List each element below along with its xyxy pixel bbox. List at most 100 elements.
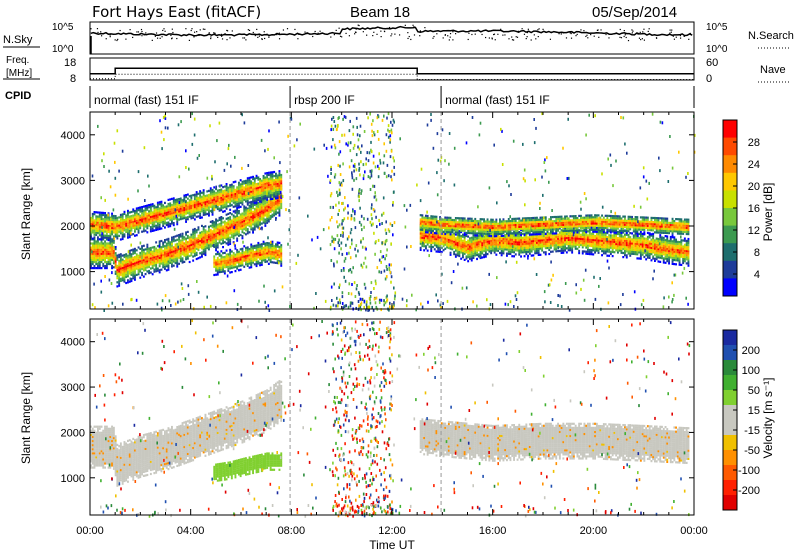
power-cell (209, 229, 212, 232)
power-cell (121, 279, 124, 282)
power-cell (618, 239, 621, 242)
power-cell (652, 245, 655, 248)
power-cell (278, 254, 281, 257)
power-cell (430, 227, 433, 230)
power-cell (499, 239, 501, 242)
power-cell (636, 247, 639, 250)
power-cell (230, 223, 233, 226)
power-cell (627, 235, 630, 239)
power-cell (581, 229, 584, 232)
power-cell (185, 233, 187, 236)
power-cell (197, 207, 200, 210)
power-cell (657, 254, 660, 257)
power-cell (567, 247, 570, 250)
power-cell (142, 248, 145, 251)
nsearch-dot (314, 30, 316, 33)
power-cell (190, 196, 193, 199)
power-cell (165, 211, 168, 214)
power-cell (527, 238, 529, 241)
power-cell (513, 230, 515, 233)
power-cell (142, 219, 145, 222)
power-cell (590, 244, 593, 248)
power-cell (250, 253, 253, 256)
power-cell (142, 265, 145, 268)
power-cell (167, 211, 170, 214)
power-cell (114, 272, 117, 275)
power-cell (132, 266, 135, 270)
power-cell (587, 240, 589, 243)
power-cell (611, 246, 614, 249)
power-cell (574, 245, 577, 248)
power-cell (167, 239, 170, 243)
power-cell (472, 252, 475, 255)
power-cell (594, 243, 596, 246)
nsearch-dot (358, 24, 360, 27)
power-cell (687, 258, 690, 261)
power-cell (134, 278, 136, 281)
power-cell (160, 213, 163, 216)
power-cell (213, 200, 216, 203)
power-cell (208, 193, 210, 197)
power-cell (659, 240, 662, 243)
power-cell (93, 236, 96, 239)
power-cell (192, 194, 195, 197)
power-cell (687, 262, 690, 265)
power-cell (442, 232, 445, 235)
power-cell (199, 198, 202, 201)
power-cell (442, 234, 445, 237)
power-cell (597, 233, 600, 236)
power-cell (179, 235, 182, 238)
power-cell (125, 220, 128, 223)
power-cell (280, 202, 283, 205)
power-cell (183, 204, 186, 207)
power-cell (146, 204, 149, 207)
power-cell (595, 249, 598, 252)
power-cell (167, 223, 170, 226)
power-cell (426, 239, 429, 242)
power-cell (232, 195, 235, 198)
power-cell (232, 233, 235, 236)
power-cell (555, 246, 558, 249)
power-cell (102, 222, 105, 225)
power-cell (100, 252, 103, 255)
power-cell (470, 249, 473, 252)
power-cell (255, 244, 258, 247)
power-cell (156, 220, 159, 223)
power-cell (252, 186, 254, 189)
power-cell (186, 205, 189, 208)
power-cell (155, 208, 158, 211)
power-cell (211, 201, 214, 204)
power-cell (213, 229, 216, 232)
power-cell (137, 209, 140, 212)
power-cell (252, 212, 254, 216)
power-cell (447, 236, 450, 239)
power-cell (502, 248, 505, 251)
power-cell (260, 191, 263, 195)
nsearch-dot (193, 36, 195, 38)
power-cell (109, 260, 112, 264)
power-cell (624, 250, 626, 253)
power-cell (176, 200, 179, 203)
power-cell (521, 245, 524, 248)
power-cell (181, 261, 184, 264)
power-cell (537, 249, 540, 252)
power-cell (130, 271, 133, 274)
power-cell (119, 269, 122, 272)
power-cell (104, 218, 106, 221)
power-cell (111, 254, 113, 257)
power-cell (225, 236, 228, 239)
power-cell (112, 223, 115, 226)
power-cell (91, 254, 94, 257)
power-cell (114, 219, 117, 222)
power-cell (634, 248, 637, 252)
power-cell (160, 256, 163, 259)
power-cell (104, 254, 106, 257)
freq-trace (90, 67, 694, 80)
power-cell (243, 213, 246, 216)
power-cell (213, 194, 216, 197)
power-cell (530, 254, 533, 257)
power-cell (646, 231, 649, 234)
power-cell (227, 221, 230, 224)
power-cell (245, 200, 247, 203)
power-cell (144, 256, 147, 259)
